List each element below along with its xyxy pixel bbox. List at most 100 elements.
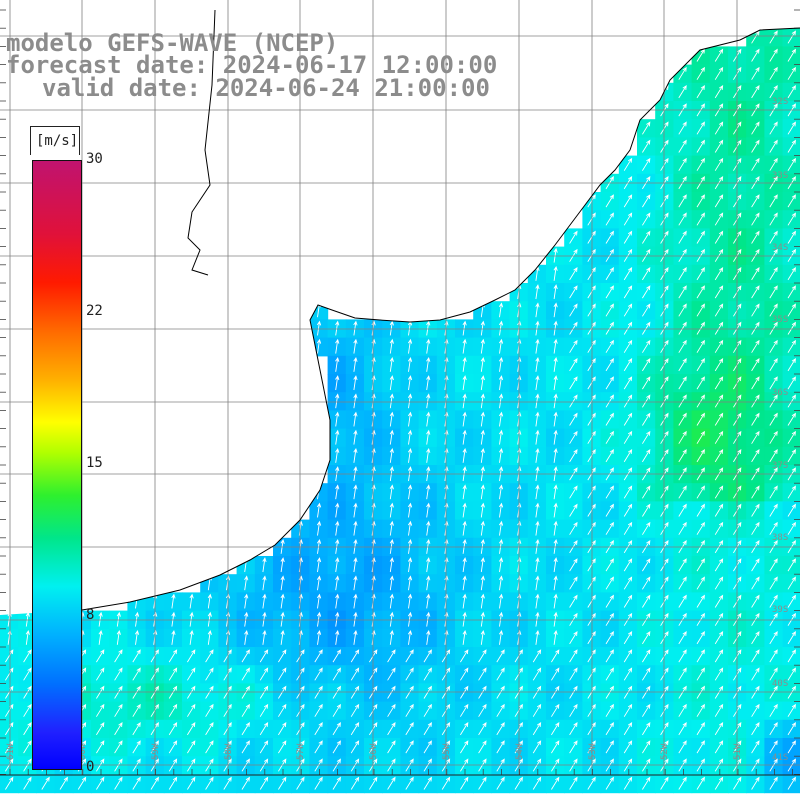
wind-arrow <box>332 649 341 663</box>
wind-arrow <box>5 740 14 754</box>
wind-arrow <box>480 375 485 391</box>
wind-arrow <box>316 557 322 573</box>
wind-arrow <box>498 502 504 518</box>
wind-arrow <box>5 685 14 699</box>
wind-arrow <box>498 629 504 645</box>
wind-arrow <box>605 212 614 226</box>
wind-arrow <box>769 521 778 535</box>
wind-arrow <box>642 412 651 426</box>
wind-arrow <box>587 303 596 317</box>
wind-arrow <box>168 722 178 736</box>
wind-arrow <box>551 649 560 663</box>
wind-arrow <box>642 594 651 608</box>
wind-arrow <box>569 267 578 281</box>
wind-arrow <box>498 411 504 427</box>
wind-arrow <box>769 85 778 99</box>
colorbar-frame <box>30 126 80 155</box>
wind-arrow <box>623 194 633 208</box>
longitude-label: 59W <box>151 743 161 760</box>
wind-arrow <box>96 740 105 754</box>
wind-arrow <box>587 685 596 699</box>
wind-arrow <box>387 649 396 663</box>
wind-arrow <box>551 776 560 790</box>
wind-arrow <box>426 338 431 354</box>
wind-arrow <box>696 576 705 590</box>
wind-arrow <box>96 703 105 717</box>
wind-arrow <box>642 394 651 408</box>
wind-arrow <box>787 85 796 99</box>
wind-arrow <box>407 447 413 463</box>
wind-arrow <box>569 667 578 681</box>
wind-arrow <box>714 376 724 390</box>
wind-arrow <box>751 321 760 335</box>
wind-arrow <box>423 667 432 681</box>
wind-arrow <box>751 194 760 208</box>
wind-arrow <box>535 557 540 573</box>
wind-arrow <box>569 722 578 736</box>
wind-arrow <box>405 740 414 754</box>
wind-arrow <box>426 520 431 536</box>
wind-arrow <box>314 740 323 754</box>
wind-arrow <box>532 740 542 754</box>
wind-arrow <box>678 412 687 426</box>
wind-arrow <box>751 503 760 517</box>
wind-arrow <box>353 375 358 391</box>
wind-arrow <box>5 703 14 717</box>
wind-arrow <box>751 267 760 281</box>
wind-arrow <box>769 576 778 590</box>
wind-arrow <box>623 376 633 390</box>
wind-arrow <box>714 303 724 317</box>
wind-arrow <box>751 740 760 754</box>
wind-arrow <box>714 48 724 62</box>
wind-arrow <box>496 685 505 699</box>
wind-arrow <box>751 157 760 171</box>
wind-arrow <box>696 212 705 226</box>
wind-arrow <box>478 776 487 790</box>
wind-arrow <box>787 358 796 372</box>
wind-arrow <box>478 685 487 699</box>
wind-arrow <box>496 649 505 663</box>
wind-arrow <box>553 502 558 518</box>
wind-arrow <box>605 376 614 390</box>
wind-arrow <box>696 121 705 135</box>
wind-arrow <box>696 776 705 790</box>
wind-arrow <box>187 667 196 681</box>
wind-arrow <box>605 430 614 444</box>
wind-arrow <box>168 740 178 754</box>
wind-arrow <box>751 339 760 353</box>
longitude-label: 55W <box>442 743 452 760</box>
wind-arrow <box>642 449 651 463</box>
wind-arrow <box>623 521 633 535</box>
wind-arrow <box>423 776 432 790</box>
wind-arrow <box>678 722 687 736</box>
wind-arrow <box>462 429 467 445</box>
wind-arrow <box>280 557 285 573</box>
wind-arrow <box>678 430 687 444</box>
wind-arrow <box>623 667 633 681</box>
wind-arrow <box>642 503 651 517</box>
wind-arrow <box>587 649 596 663</box>
wind-arrow <box>678 358 687 372</box>
wind-arrow <box>569 412 578 426</box>
longitude-label: 52W <box>660 743 670 760</box>
wind-arrow <box>642 321 651 335</box>
wind-arrow <box>751 85 760 99</box>
wind-arrow <box>480 484 485 500</box>
wind-arrow <box>535 375 540 391</box>
wind-arrow <box>553 429 558 445</box>
wind-arrow <box>696 303 705 317</box>
wind-arrow <box>623 685 633 699</box>
wind-arrow <box>316 338 322 354</box>
wind-arrow <box>498 393 504 409</box>
wind-arrow <box>769 503 778 517</box>
wind-arrow <box>751 576 760 590</box>
wind-arrow <box>787 194 796 208</box>
wind-arrow <box>462 320 467 336</box>
wind-arrow <box>587 521 596 535</box>
wind-arrow <box>714 412 724 426</box>
wind-arrow <box>316 593 322 609</box>
wind-arrow <box>587 321 596 335</box>
wind-arrow <box>223 722 232 736</box>
latitude-label: 41S <box>772 753 788 763</box>
